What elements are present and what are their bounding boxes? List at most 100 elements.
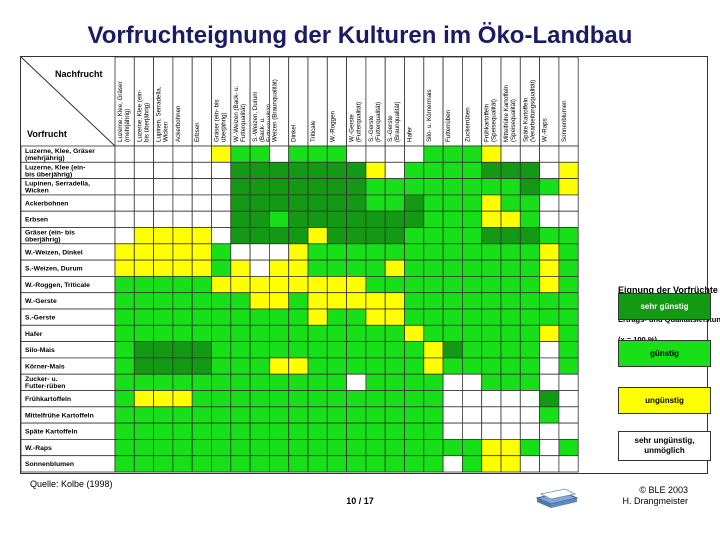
heatmap-cell <box>211 324 232 342</box>
column-label: Frühkartoffeln(Speisequalität) <box>484 99 498 142</box>
heatmap-cell <box>191 406 212 424</box>
heatmap-cell <box>172 145 193 163</box>
heatmap-cell <box>114 438 135 457</box>
heatmap-cell <box>539 438 560 457</box>
heatmap-cell <box>519 210 540 228</box>
heatmap-cell <box>442 259 463 277</box>
heatmap-cell <box>384 324 405 342</box>
heatmap-cell <box>211 422 232 440</box>
heatmap-cell <box>442 406 463 424</box>
heatmap-cell <box>211 178 232 196</box>
heatmap-cell <box>288 438 309 457</box>
heatmap-cell <box>153 178 174 196</box>
heatmap-cell <box>230 243 251 261</box>
heatmap-cell <box>114 275 135 294</box>
heatmap-cell <box>249 341 270 359</box>
heatmap-cell <box>558 243 579 261</box>
heatmap-cell <box>346 406 367 424</box>
heatmap-cell <box>307 227 328 245</box>
heatmap-cell <box>346 308 367 326</box>
heatmap-cell <box>114 210 135 228</box>
heatmap-cell <box>307 243 328 261</box>
heatmap-cell <box>326 161 347 180</box>
heatmap-cell <box>346 161 367 180</box>
heatmap-cell <box>365 243 386 261</box>
heatmap-cell <box>539 145 560 163</box>
heatmap-cell <box>384 145 405 163</box>
heatmap-cell <box>423 292 444 310</box>
heatmap-cell <box>307 292 328 310</box>
heatmap-cell <box>249 178 270 196</box>
heatmap-cell <box>153 161 174 180</box>
heatmap-cell <box>230 438 251 457</box>
heatmap-cell <box>133 292 155 310</box>
heatmap-cell <box>519 308 540 326</box>
heatmap-cell <box>346 243 367 261</box>
heatmap-cell <box>288 243 309 261</box>
heatmap-cell <box>114 292 135 310</box>
heatmap-cell <box>133 406 155 424</box>
column-label: W.-Weizen (Back- u.Futterqualität) <box>233 85 247 142</box>
column-label: W.-Gerste(Futterqualität) <box>349 102 363 142</box>
heatmap-cell <box>249 161 270 180</box>
heatmap-cell <box>404 161 425 180</box>
heatmap-cell <box>114 308 135 326</box>
heatmap-cell <box>153 390 174 408</box>
heatmap-cell <box>442 161 463 180</box>
heatmap-cell <box>384 275 405 294</box>
heatmap-cell <box>230 308 251 326</box>
heatmap-cell <box>423 373 444 391</box>
heatmap-cell <box>307 438 328 457</box>
heatmap-cell <box>365 292 386 310</box>
heatmap-cell <box>500 145 521 163</box>
heatmap-cell <box>346 275 367 294</box>
heatmap-cell <box>288 341 309 359</box>
heatmap-cell <box>481 145 502 163</box>
heatmap-cell <box>481 308 502 326</box>
heatmap-cell <box>558 357 579 375</box>
heatmap-cell <box>114 145 135 163</box>
heatmap-cell <box>114 390 135 408</box>
heatmap-cell <box>365 210 386 228</box>
heatmap-cell <box>249 438 270 457</box>
heatmap-cell <box>249 373 270 391</box>
heatmap-cell <box>346 324 367 342</box>
heatmap-cell <box>326 210 347 228</box>
heatmap-cell <box>365 275 386 294</box>
heatmap-cell <box>133 161 155 180</box>
heatmap-cell <box>461 259 483 277</box>
heatmap-cell <box>365 145 386 163</box>
heatmap-cell <box>384 194 405 212</box>
heatmap-cell <box>114 194 135 212</box>
page-title: Vorfruchteignung der Kulturen im Öko-Lan… <box>87 22 633 49</box>
heatmap-cell <box>500 161 521 180</box>
heatmap-cell <box>539 308 560 326</box>
heatmap-cell <box>307 145 328 163</box>
heatmap-cell <box>558 373 579 391</box>
heatmap-cell <box>172 324 193 342</box>
heatmap-cell <box>288 275 309 294</box>
row-label: W.-Gerste <box>25 298 57 305</box>
heatmap-cell <box>230 455 251 473</box>
heatmap-cell <box>539 406 560 424</box>
heatmap-cell <box>442 357 463 375</box>
heatmap-cell <box>519 341 540 359</box>
heatmap-cell <box>500 178 521 196</box>
heatmap-cell <box>442 275 463 294</box>
heatmap-cell <box>384 210 405 228</box>
heatmap-cell <box>211 227 232 245</box>
heatmap-cell <box>461 406 483 424</box>
heatmap-cell <box>191 243 212 261</box>
heatmap-cell <box>268 308 290 326</box>
heatmap-cell <box>249 145 270 163</box>
heatmap-cell <box>423 161 444 180</box>
heatmap-cell <box>211 308 232 326</box>
heatmap-cell <box>539 259 560 277</box>
legend-guenstig: günstig <box>618 340 711 367</box>
heatmap-cell <box>500 194 521 212</box>
heatmap-cell <box>288 194 309 212</box>
heatmap-cell <box>384 308 405 326</box>
heatmap-cell <box>153 292 174 310</box>
heatmap-cell <box>191 390 212 408</box>
heatmap-cell <box>133 210 155 228</box>
